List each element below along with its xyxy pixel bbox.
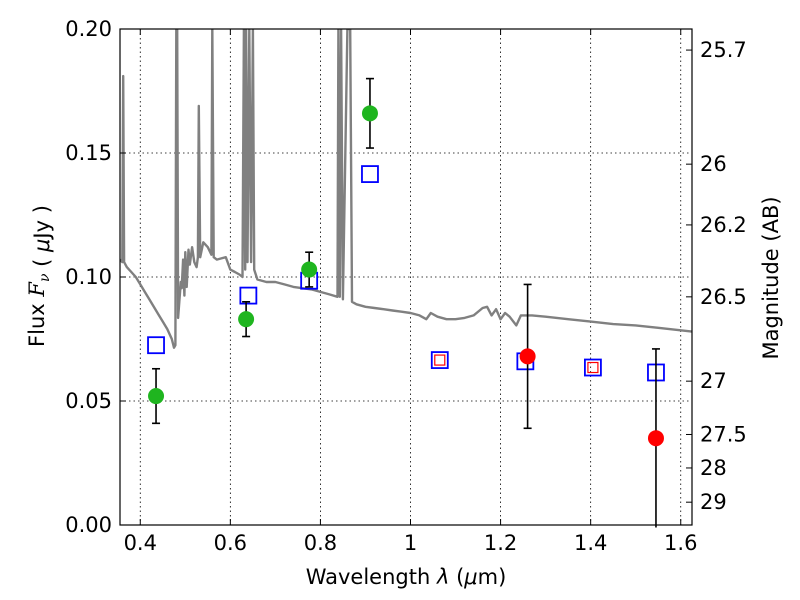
- axes-layer: 0.4 0.6 0.8 1 1.2 1.4 1.6 0.00 0.05 0.10 0.15 0.20 2…: [65, 17, 747, 555]
- y-tick-label: 0.15: [65, 141, 112, 165]
- right-tick-label: 26.5: [700, 285, 747, 309]
- y-tick-label: 0.20: [65, 17, 112, 41]
- right-tick-label: 25.7: [700, 38, 747, 62]
- red-measurement-point: [519, 348, 536, 365]
- blue-model-square: [430, 351, 449, 369]
- x-tick-label: 1.6: [664, 531, 697, 555]
- blue-model-square: [584, 358, 602, 377]
- x-tick-label: 1.4: [574, 531, 607, 555]
- right-tick-label: 27.5: [700, 422, 747, 446]
- red-model-square: [434, 354, 446, 366]
- x-tick-label: 0.6: [214, 531, 247, 555]
- green-measurement-point: [301, 261, 318, 278]
- right-axis-label: Magnitude (AB): [759, 196, 783, 359]
- green-measurement-point: [148, 388, 165, 405]
- y-tick-label: 0.05: [65, 389, 112, 413]
- x-tick-label: 0.8: [304, 531, 337, 555]
- y-tick-label: 0.10: [65, 265, 112, 289]
- red-model-square: [587, 361, 599, 374]
- blue-model-square: [239, 286, 258, 305]
- y-axis-label: Flux Fν ( μJy ): [25, 205, 54, 347]
- right-tick-label: 28: [700, 456, 727, 480]
- grid-layer: [120, 28, 692, 526]
- sed-spectrum-line: [120, 29, 692, 349]
- x-tick-label: 0.4: [124, 531, 157, 555]
- y-tick-label: 0.00: [65, 513, 112, 537]
- data-points: [147, 77, 665, 528]
- green-measurement-point: [238, 311, 255, 328]
- right-tick-label: 29: [700, 490, 727, 514]
- green-measurement-point: [361, 105, 378, 122]
- x-tick-label: 1: [404, 531, 417, 555]
- blue-model-square: [361, 165, 379, 183]
- right-tick-label: 26.2: [700, 213, 747, 237]
- blue-model-square: [147, 336, 165, 355]
- x-axis-label: Wavelength λ (μm): [306, 565, 507, 589]
- sed-spectrum: [120, 29, 692, 349]
- right-tick-label: 26: [700, 152, 727, 176]
- right-tick-label: 27: [700, 369, 727, 393]
- x-tick-label: 1.2: [484, 531, 517, 555]
- red-measurement-point: [647, 430, 664, 447]
